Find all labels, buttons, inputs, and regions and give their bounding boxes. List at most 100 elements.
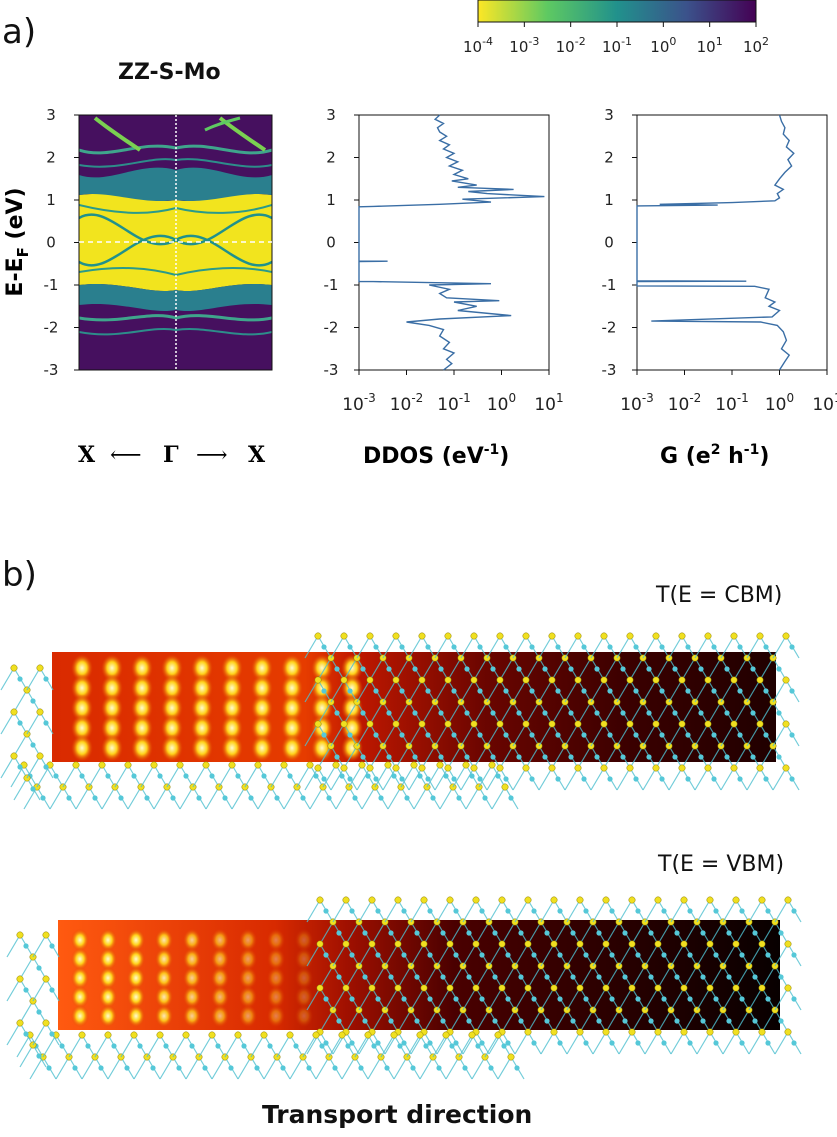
vbm-molybdenum-atom (479, 1040, 485, 1046)
vbm-molybdenum-atom (505, 908, 511, 914)
vbm-molybdenum-atom (124, 1065, 130, 1071)
vbm-molybdenum-atom (427, 996, 433, 1002)
cbm-sulfur-atom (470, 764, 478, 772)
vbm-sulfur-atom (706, 984, 714, 992)
cbm-molybdenum-atom (711, 776, 717, 782)
vbm-molybdenum-atom (36, 1053, 42, 1059)
vbm-sulfur-atom (442, 1031, 450, 1039)
cbm-sulfur-atom (470, 720, 478, 728)
cbm-sulfur-atom (574, 676, 582, 684)
cbm-molybdenum-atom (737, 644, 743, 650)
vbm-molybdenum-atom (531, 996, 537, 1002)
vbm-molybdenum-atom (189, 1043, 195, 1049)
vbm-density-spot (183, 1004, 201, 1028)
cbm-molybdenum-atom (685, 644, 691, 650)
vbm-molybdenum-atom (388, 974, 394, 980)
cbm-molybdenum-atom (711, 644, 717, 650)
vbm-molybdenum-atom (739, 996, 745, 1002)
vbm-molybdenum-atom (23, 943, 29, 949)
cbm-molybdenum-atom (659, 732, 665, 738)
vbm-density-spot (127, 985, 145, 1009)
vbm-molybdenum-atom (635, 996, 641, 1002)
y-axis-title: E-EF (eV) (3, 187, 32, 296)
vbm-molybdenum-atom (449, 1043, 455, 1049)
vbm-molybdenum-atom (323, 996, 329, 1002)
vbm-sulfur-atom (498, 984, 506, 992)
vbm-sulfur-atom (758, 984, 766, 992)
cbm-molybdenum-atom (620, 666, 626, 672)
cbm-molybdenum-atom (789, 776, 795, 782)
cbm-molybdenum-atom (347, 732, 353, 738)
vbm-density-spot (71, 985, 89, 1009)
cbm-molybdenum-atom (456, 795, 462, 801)
cbm-molybdenum-atom (659, 776, 665, 782)
vbm-transmission-map (6, 896, 802, 1080)
cbm-molybdenum-atom (516, 754, 522, 760)
y-axis-sub: F (14, 247, 32, 257)
vbm-molybdenum-atom (505, 952, 511, 958)
vbm-density-spot (267, 928, 285, 952)
cbm-sulfur-atom (202, 761, 210, 769)
vbm-molybdenum-atom (137, 1043, 143, 1049)
cbm-molybdenum-atom (555, 776, 561, 782)
vbm-molybdenum-atom (518, 974, 524, 980)
vbm-sulfur-atom (550, 1028, 558, 1036)
cbm-molybdenum-atom (646, 710, 652, 716)
vbm-molybdenum-atom (202, 1065, 208, 1071)
vbm-sulfur-atom (446, 896, 454, 904)
vbm-molybdenum-atom (687, 1040, 693, 1046)
cbm-density-spot (131, 674, 153, 702)
k-path-label: X ⟵ Γ ⟶ X (78, 442, 266, 468)
cbm-sulfur-atom (418, 676, 426, 684)
cbm-density-spot (131, 734, 153, 762)
vbm-molybdenum-atom (492, 930, 498, 936)
cbm-molybdenum-atom (529, 644, 535, 650)
cbm-sulfur-atom (600, 720, 608, 728)
vbm-molybdenum-atom (544, 974, 550, 980)
vbm-molybdenum-atom (726, 1018, 732, 1024)
cbm-molybdenum-atom (92, 795, 98, 801)
k-path-arrow-right: ⟶ (196, 443, 228, 468)
y-axis-label: E-E (3, 257, 28, 296)
cbm-molybdenum-atom (495, 773, 501, 779)
cbm-sulfur-atom (574, 764, 582, 772)
vbm-molybdenum-atom (323, 908, 329, 914)
cbm-molybdenum-atom (313, 773, 319, 779)
vbm-sulfur-atom (654, 940, 662, 948)
vbm-molybdenum-atom (336, 930, 342, 936)
vbm-density-spot (239, 985, 257, 1009)
vbm-molybdenum-atom (362, 930, 368, 936)
cbm-molybdenum-atom (451, 732, 457, 738)
cbm-molybdenum-atom (339, 773, 345, 779)
band-ytick-label: -1 (44, 276, 59, 294)
vbm-molybdenum-atom (570, 1018, 576, 1024)
vbm-sulfur-atom (342, 896, 350, 904)
vbm-sulfur-atom (42, 931, 50, 939)
cbm-sulfur-atom (600, 632, 608, 640)
vbm-molybdenum-atom (674, 974, 680, 980)
vbm-molybdenum-atom (466, 930, 472, 936)
cbm-density-spot (251, 694, 273, 722)
cbm-sulfur-atom (36, 708, 44, 716)
cbm-sulfur-atom (522, 720, 530, 728)
cbm-molybdenum-atom (737, 732, 743, 738)
band-ytick-label: 0 (46, 234, 56, 252)
vbm-molybdenum-atom (349, 908, 355, 914)
cbm-molybdenum-atom (698, 666, 704, 672)
vbm-sulfur-atom (16, 975, 24, 983)
cbm-molybdenum-atom (503, 644, 509, 650)
cbm-molybdenum-atom (646, 666, 652, 672)
cbm-molybdenum-atom (425, 688, 431, 694)
vbm-molybdenum-atom (440, 930, 446, 936)
k-path-x-left: X (78, 442, 96, 468)
transmission-vbm-label: T(E = VBM) (658, 852, 785, 877)
cbm-molybdenum-atom (516, 710, 522, 716)
cbm-molybdenum-atom (750, 666, 756, 672)
cbm-sulfur-atom (366, 632, 374, 640)
cbm-molybdenum-atom (157, 773, 163, 779)
vbm-molybdenum-atom (687, 996, 693, 1002)
cbm-molybdenum-atom (425, 644, 431, 650)
cbm-molybdenum-atom (581, 776, 587, 782)
